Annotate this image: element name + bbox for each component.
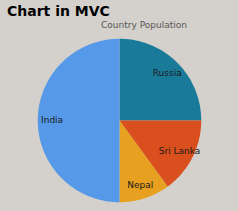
svg-text:Sri Lanka: Sri Lanka — [159, 146, 201, 156]
svg-text:Russia: Russia — [153, 68, 182, 78]
svg-text:Nepal: Nepal — [127, 180, 153, 190]
html-text:Chart in MVC: Chart in MVC — [7, 3, 110, 19]
svg-text:India: India — [41, 115, 63, 125]
html-text:Country Population: Country Population — [101, 20, 187, 30]
